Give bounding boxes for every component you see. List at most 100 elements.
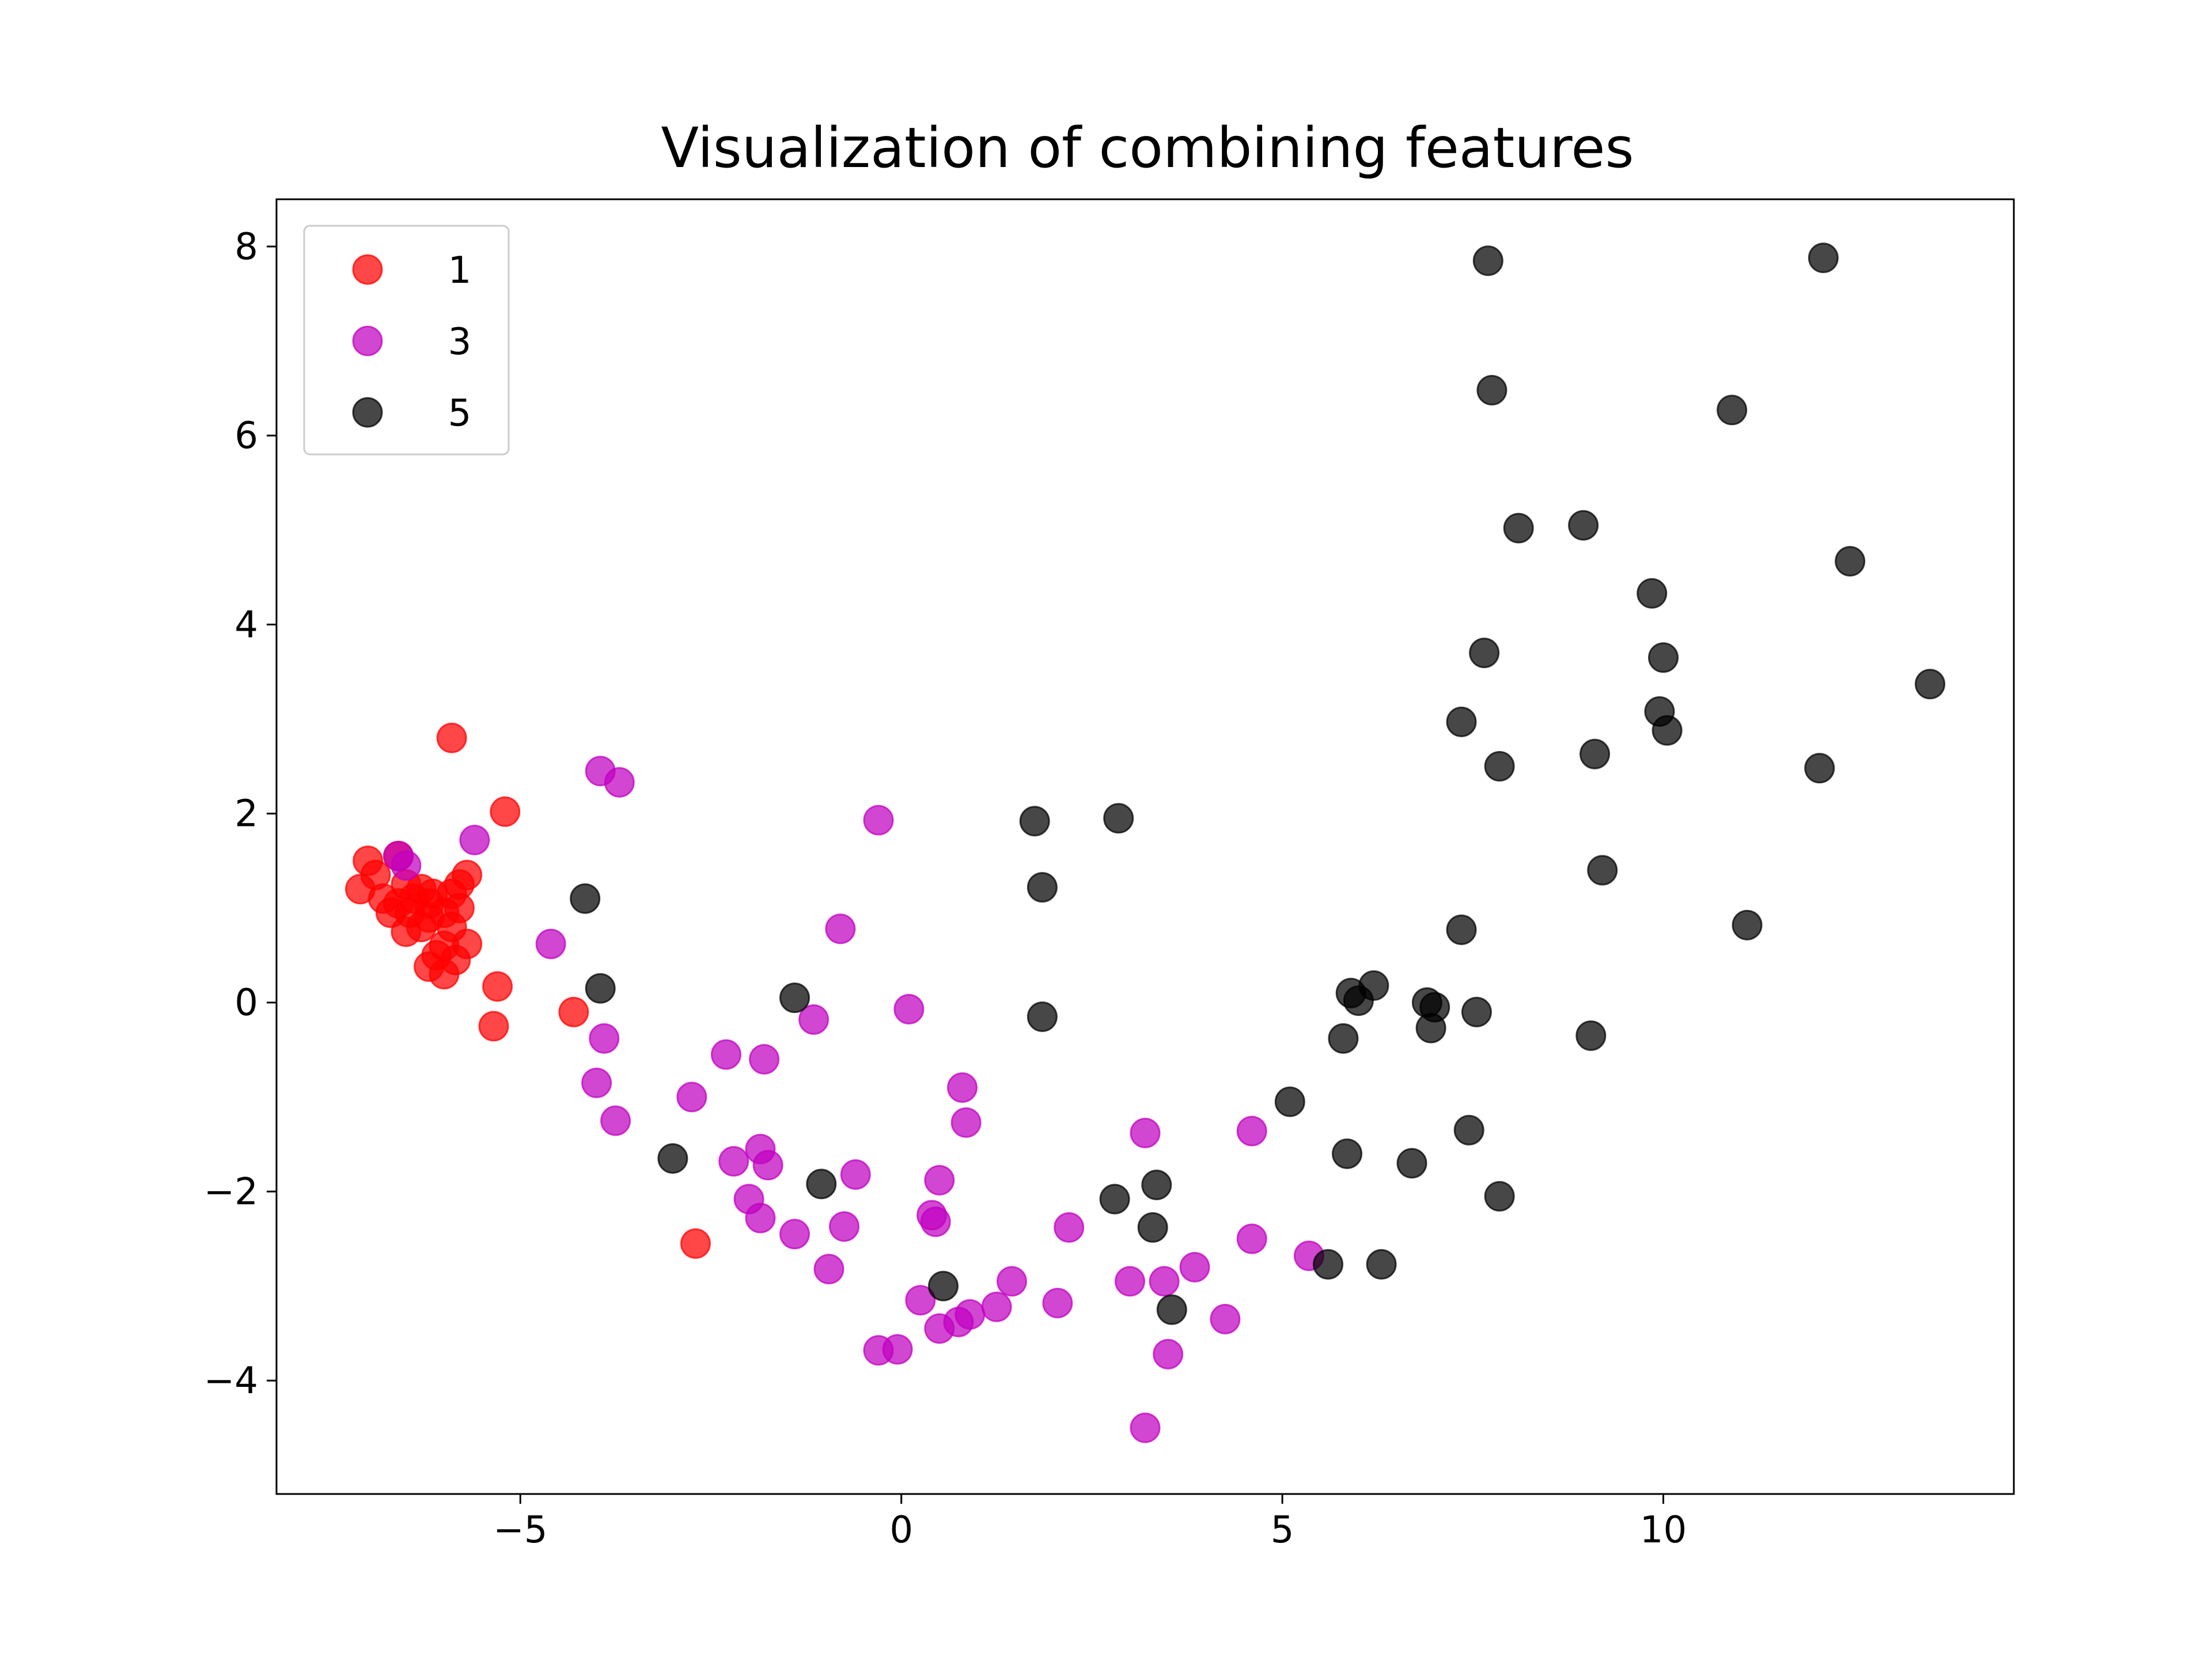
data-point <box>1808 242 1839 274</box>
data-point <box>581 1067 612 1098</box>
data-point <box>1476 375 1508 405</box>
data-point <box>1580 738 1610 769</box>
x-tick-label: −5 <box>493 1509 547 1552</box>
data-point <box>825 913 856 945</box>
data-point <box>928 1271 959 1302</box>
data-point <box>657 1143 688 1174</box>
data-point <box>1472 245 1503 276</box>
data-point <box>1469 638 1500 669</box>
data-point <box>436 722 467 753</box>
data-point <box>1396 1148 1427 1179</box>
data-point <box>947 1072 978 1103</box>
data-point <box>1835 546 1866 577</box>
data-point <box>752 1150 783 1181</box>
y-tick-label: 4 <box>234 604 258 646</box>
data-point <box>798 1004 830 1035</box>
data-point <box>1149 1266 1180 1297</box>
data-point <box>417 878 448 909</box>
data-point <box>1503 513 1534 544</box>
data-point <box>680 1228 711 1259</box>
legend-label: 5 <box>448 392 472 435</box>
data-point <box>1042 1288 1073 1318</box>
data-point <box>1652 715 1683 746</box>
data-point <box>482 971 513 1002</box>
data-point <box>840 1159 871 1190</box>
y-tick-label: −4 <box>204 1360 258 1402</box>
data-point <box>558 996 589 1027</box>
data-point <box>1637 578 1668 609</box>
y-axis: −4 −2 0 2 4 6 8 <box>204 226 276 1402</box>
data-point <box>1568 510 1599 541</box>
data-point <box>829 1211 859 1242</box>
y-tick-label: −2 <box>204 1171 258 1213</box>
data-point <box>1156 1294 1187 1325</box>
data-point <box>395 897 425 928</box>
x-tick-label: 0 <box>889 1509 913 1552</box>
data-point <box>1484 1181 1515 1212</box>
data-point <box>1915 669 1945 700</box>
data-point <box>955 1299 986 1330</box>
data-point <box>391 850 422 881</box>
legend: 1 3 5 <box>303 225 510 456</box>
y-tick-label: 8 <box>234 226 258 268</box>
legend-marker <box>352 254 383 285</box>
data-point <box>1103 803 1134 834</box>
data-point <box>1236 1223 1267 1254</box>
x-tick-label: 5 <box>1271 1509 1294 1552</box>
data-point <box>1019 806 1050 837</box>
data-point <box>1461 996 1492 1027</box>
points-layer <box>345 242 1945 1443</box>
data-point <box>1274 1086 1305 1117</box>
data-point <box>1575 1020 1607 1051</box>
data-point <box>981 1291 1012 1322</box>
data-point <box>905 1285 936 1316</box>
data-point <box>600 1105 631 1136</box>
data-point <box>1648 642 1679 673</box>
data-point <box>1313 1249 1343 1280</box>
data-point <box>863 805 894 836</box>
data-point <box>920 1206 951 1237</box>
data-point <box>1717 395 1748 426</box>
data-point <box>1099 1184 1130 1215</box>
data-point <box>1130 1412 1161 1443</box>
data-point <box>459 825 490 855</box>
data-point <box>1236 1116 1267 1147</box>
data-point <box>478 1011 509 1042</box>
data-point <box>570 883 601 914</box>
data-point <box>749 1044 780 1075</box>
data-point <box>1366 1249 1397 1280</box>
data-point <box>1115 1266 1145 1297</box>
data-point <box>585 973 616 1004</box>
data-point <box>950 1107 982 1138</box>
data-point <box>779 1219 810 1250</box>
data-point <box>1054 1212 1085 1243</box>
legend-label: 3 <box>448 321 472 363</box>
data-point <box>535 928 566 960</box>
legend-box <box>303 225 510 456</box>
data-point <box>718 1146 749 1177</box>
data-point <box>806 1169 837 1200</box>
x-tick-label: 10 <box>1640 1509 1687 1552</box>
data-point <box>997 1266 1027 1297</box>
data-point <box>893 993 925 1025</box>
data-point <box>1332 1138 1362 1169</box>
data-point <box>1446 914 1477 945</box>
data-point <box>1446 706 1477 737</box>
y-tick-label: 2 <box>234 793 258 836</box>
y-tick-label: 6 <box>234 415 258 457</box>
data-point <box>1153 1338 1184 1370</box>
data-point <box>1804 753 1835 784</box>
data-point <box>1027 1001 1058 1032</box>
data-point <box>1137 1212 1168 1243</box>
data-point <box>711 1039 741 1070</box>
data-point <box>604 767 635 798</box>
data-point <box>589 1023 620 1054</box>
data-point <box>1027 872 1058 903</box>
legend-marker <box>352 397 383 428</box>
data-point <box>882 1334 913 1365</box>
data-point <box>779 983 810 1013</box>
data-point <box>1179 1252 1210 1283</box>
data-point <box>676 1082 707 1113</box>
